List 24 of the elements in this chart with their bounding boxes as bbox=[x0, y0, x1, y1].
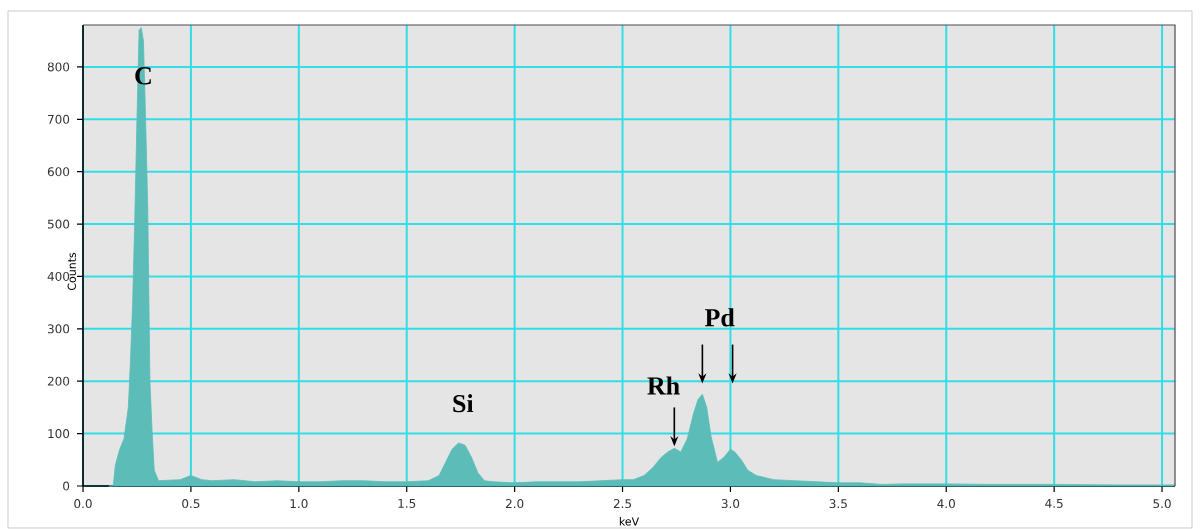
y-tick-label: 800 bbox=[47, 62, 70, 72]
x-tick-label: 1.5 bbox=[398, 499, 416, 508]
annotation: C bbox=[135, 67, 151, 85]
y-tick-label: 300 bbox=[47, 324, 70, 334]
y-tick-label: 600 bbox=[47, 167, 70, 177]
x-tick-label: 3.5 bbox=[829, 499, 847, 509]
x-tick-label: 4.5 bbox=[1045, 499, 1063, 508]
y-tick-label: 700 bbox=[48, 114, 70, 124]
y-tick-label: 100 bbox=[48, 429, 70, 439]
x-tick-label: 5.0 bbox=[1153, 499, 1171, 509]
y-tick-label: 200 bbox=[47, 376, 70, 386]
x-tick-label: 2.5 bbox=[613, 499, 632, 509]
annotation: Si bbox=[453, 394, 474, 413]
x-tick-label: 2.0 bbox=[505, 499, 524, 509]
y-tick-label: 400 bbox=[47, 271, 70, 281]
y-axis-title: Counts bbox=[67, 252, 76, 291]
y-tick-label: 0 bbox=[63, 481, 70, 491]
x-tick-label: 4.0 bbox=[937, 499, 955, 509]
x-tick-label: 0.5 bbox=[182, 499, 200, 509]
x-tick-label: 3.0 bbox=[721, 499, 740, 509]
y-tick-label: 500 bbox=[47, 219, 70, 229]
x-tick-label: 0.0 bbox=[74, 499, 92, 509]
x-tick-label: 1.0 bbox=[290, 499, 308, 509]
x-axis-title: keV bbox=[619, 517, 640, 526]
